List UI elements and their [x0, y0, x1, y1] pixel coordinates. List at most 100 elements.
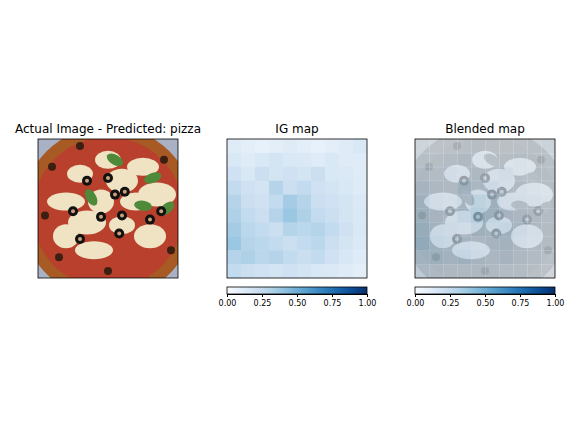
basil: [82, 187, 100, 208]
heatmap-cell: [443, 264, 458, 278]
heatmap-cell: [457, 236, 472, 250]
heatmap-cell: [241, 209, 256, 223]
heatmap-cell: [457, 181, 472, 195]
heatmap-cell: [471, 195, 486, 209]
colorbar-tick-mark: [415, 294, 416, 297]
figure: Actual Image - Predicted: pizza IG map 0.0…: [0, 0, 576, 432]
colorbar-tick-label: 1.00: [359, 299, 377, 308]
heatmap-cell: [443, 222, 458, 236]
char-spot: [104, 267, 112, 275]
heatmap-cell: [241, 153, 256, 167]
heatmap-cell: [485, 181, 500, 195]
basil: [157, 199, 177, 218]
heatmap-cell: [283, 264, 298, 278]
heatmap-cell: [311, 167, 326, 181]
heatmap-cell: [499, 181, 514, 195]
colorbar-axis: 0.000.250.500.751.00: [407, 294, 565, 308]
heatmap-cell: [283, 250, 298, 264]
title: Actual Image - Predicted: pizza: [15, 122, 201, 136]
heatmap-cell: [513, 250, 528, 264]
heatmap-cell: [297, 167, 312, 181]
heatmap-cell: [485, 236, 500, 250]
heatmap-cell: [255, 195, 270, 209]
heatmap-cell: [485, 139, 500, 153]
basil: [133, 199, 152, 212]
heatmap-cell: [269, 153, 284, 167]
heatmap-cell: [527, 222, 542, 236]
heatmap-cell: [353, 181, 367, 195]
heatmap-cell: [443, 209, 458, 223]
heatmap-cell: [471, 181, 486, 195]
heatmap-cell: [353, 236, 367, 250]
heatmap-cell: [311, 195, 326, 209]
heatmap-cell: [471, 264, 486, 278]
title: Blended map: [445, 122, 525, 136]
heatmap-cell: [527, 209, 542, 223]
heatmap-cell: [325, 195, 340, 209]
heatmap-cell: [429, 167, 444, 181]
colorbar-tick-mark: [262, 294, 263, 297]
heatmap-cell: [339, 209, 354, 223]
colorbar-tick-label: 0.75: [324, 299, 342, 308]
olive-hole: [123, 190, 127, 194]
title: IG map: [275, 122, 318, 136]
heatmap-cell: [499, 167, 514, 181]
plot-area: [38, 139, 178, 278]
heatmap-cell: [527, 139, 542, 153]
heatmap-cell: [499, 153, 514, 167]
heatmap-cell: [311, 236, 326, 250]
heatmap-cell: [339, 167, 354, 181]
heatmap-cell: [227, 250, 242, 264]
colorbar-tick: 0.00: [219, 294, 237, 308]
colorbar-tick-mark: [297, 294, 298, 297]
cheese: [47, 193, 85, 211]
heatmap-cell: [513, 181, 528, 195]
heatmap-cell: [353, 209, 367, 223]
char-spot: [160, 156, 168, 164]
heatmap-cell: [297, 153, 312, 167]
heatmap-cell: [353, 153, 367, 167]
char-spot: [48, 163, 56, 171]
heatmap-cell: [429, 264, 444, 278]
heatmap-cell: [339, 181, 354, 195]
heatmap-cell: [227, 153, 242, 167]
colorbar: 0.000.250.500.751.00: [407, 287, 565, 308]
pizza-sauce: [415, 139, 555, 278]
heatmap-cell: [457, 167, 472, 181]
heatmap-cell: [283, 153, 298, 167]
colorbar-fill: [227, 287, 367, 294]
heatmap-cell: [499, 209, 514, 223]
olive-hole: [117, 232, 121, 236]
heatmap-cell: [541, 153, 555, 167]
heatmap-cell: [269, 209, 284, 223]
olive: [75, 234, 85, 244]
heatmap-cell: [485, 195, 500, 209]
heatmap-cell: [513, 236, 528, 250]
heatmap-cell: [485, 167, 500, 181]
heatmap-cell: [471, 250, 486, 264]
heatmap-cell: [485, 250, 500, 264]
heatmap-cell: [297, 264, 312, 278]
colorbar-tick-mark: [367, 294, 368, 297]
heatmap-cell: [283, 209, 298, 223]
heatmap-cell: [471, 236, 486, 250]
char-spot: [55, 253, 63, 261]
heatmap-cell: [325, 209, 340, 223]
colorbar-tick: 0.50: [477, 294, 495, 308]
heatmap-cell: [339, 139, 354, 153]
heatmap-cells: [227, 139, 367, 278]
colorbar-tick: 0.75: [512, 294, 530, 308]
heatmap-cell: [255, 167, 270, 181]
heatmap-cell: [443, 250, 458, 264]
heatmap-cell: [325, 222, 340, 236]
heatmap-cell: [499, 222, 514, 236]
pizza-box: [415, 139, 555, 278]
cheese: [424, 193, 462, 211]
heatmap-cell: [241, 181, 256, 195]
heatmap-cell: [415, 264, 430, 278]
heatmap-cell: [499, 250, 514, 264]
olive: [114, 229, 124, 239]
heatmap-cell: [283, 181, 298, 195]
heatmap-cell: [443, 181, 458, 195]
olive-hole: [148, 218, 152, 222]
